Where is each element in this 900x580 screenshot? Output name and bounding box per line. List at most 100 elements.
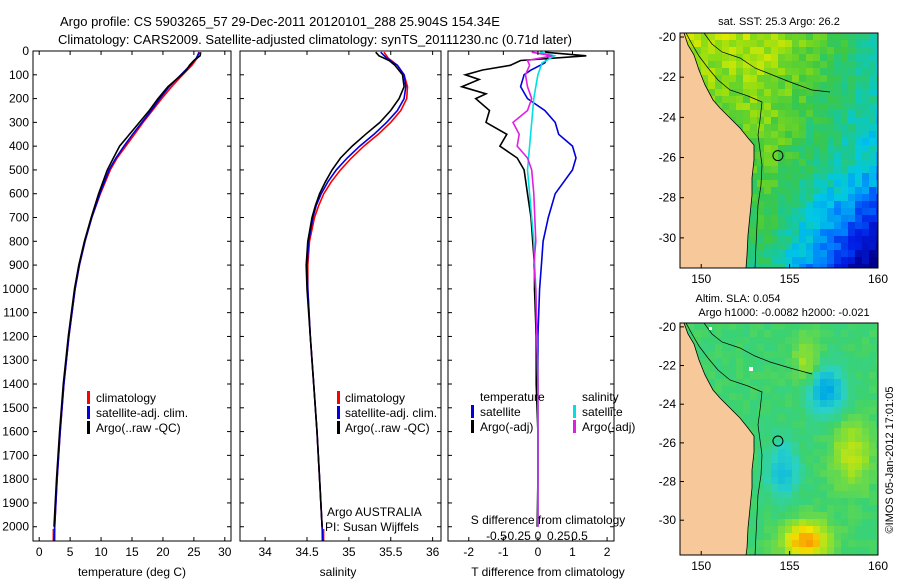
heatmap-cell [806, 257, 814, 265]
heatmap-cell [785, 117, 793, 125]
heatmap-cell [778, 456, 786, 464]
heatmap-cell [862, 547, 870, 555]
heatmap-cell [820, 61, 828, 69]
heatmap-cell [757, 75, 765, 83]
heatmap-cell [785, 372, 793, 380]
heatmap-cell [736, 323, 744, 331]
heatmap-cell [848, 187, 856, 195]
heatmap-cell [764, 456, 772, 464]
heatmap-cell [827, 117, 835, 125]
heatmap-cell [862, 484, 870, 492]
heatmap-cell [778, 463, 786, 471]
heatmap-cell [827, 519, 835, 527]
heatmap-cell [862, 103, 870, 111]
heatmap-cell [715, 47, 723, 55]
heatmap-cell [799, 533, 807, 541]
heatmap-cell [820, 201, 828, 209]
heatmap-cell [750, 180, 758, 188]
heatmap-cell [743, 393, 751, 401]
heatmap-cell [757, 323, 765, 331]
heatmap-cell [841, 152, 849, 160]
heatmap-cell [778, 344, 786, 352]
map-y-tick-label: -22 [659, 70, 677, 84]
heatmap-cell [806, 264, 814, 268]
heatmap-cell [841, 187, 849, 195]
sst-heatmap-cells [680, 33, 878, 268]
heatmap-cell [764, 547, 772, 555]
heatmap-cell [841, 33, 849, 41]
heatmap-cell [855, 124, 863, 132]
heatmap-cell [813, 358, 821, 366]
sst-map-body [680, 33, 878, 268]
heatmap-cell [841, 484, 849, 492]
heatmap-cell [799, 264, 807, 268]
heatmap-cell [771, 400, 779, 408]
heatmap-cell [750, 264, 758, 268]
y-tick-label: 200 [9, 92, 29, 106]
heatmap-cell [827, 344, 835, 352]
heatmap-cell [771, 103, 779, 111]
heatmap-cell [806, 54, 814, 62]
heatmap-cell [848, 442, 856, 450]
heatmap-cell [799, 428, 807, 436]
heatmap-cell [834, 166, 842, 174]
map-y-tick-label: -24 [659, 397, 677, 411]
heatmap-cell [841, 442, 849, 450]
heatmap-cell [799, 138, 807, 146]
heatmap-cell [813, 470, 821, 478]
heatmap-cell [778, 512, 786, 520]
heatmap-cell [743, 337, 751, 345]
heatmap-cell [876, 215, 878, 223]
heatmap-cell [862, 138, 870, 146]
heatmap-cell [862, 96, 870, 104]
heatmap-cell [764, 463, 772, 471]
heatmap-cell [806, 421, 814, 429]
heatmap-cell [771, 477, 779, 485]
heatmap-cell [820, 456, 828, 464]
heatmap-cell [764, 512, 772, 520]
heatmap-cell [855, 379, 863, 387]
heatmap-cell [764, 421, 772, 429]
heatmap-cell [820, 540, 828, 548]
heatmap-cell [820, 393, 828, 401]
heatmap-cell [855, 337, 863, 345]
heatmap-cell [708, 33, 716, 41]
heatmap-cell [764, 47, 772, 55]
heatmap-cell [876, 264, 878, 268]
heatmap-cell [806, 540, 814, 548]
heatmap-cell [869, 131, 877, 139]
small-island-2 [709, 327, 712, 330]
heatmap-cell [834, 33, 842, 41]
heatmap-cell [806, 145, 814, 153]
heatmap-cell [841, 330, 849, 338]
heatmap-cell [827, 222, 835, 230]
heatmap-cell [785, 166, 793, 174]
heatmap-cell [750, 54, 758, 62]
heatmap-cell [806, 222, 814, 230]
heatmap-cell [869, 103, 877, 111]
heatmap-cell [876, 449, 878, 457]
heatmap-cell [876, 365, 878, 373]
heatmap-cell [757, 82, 765, 90]
heatmap-cell [799, 337, 807, 345]
heatmap-cell [785, 222, 793, 230]
heatmap-cell [848, 40, 856, 48]
heatmap-cell [771, 491, 779, 499]
heatmap-cell [785, 103, 793, 111]
heatmap-cell [848, 166, 856, 174]
heatmap-cell [785, 379, 793, 387]
heatmap-cell [820, 323, 828, 331]
heatmap-cell [820, 222, 828, 230]
heatmap-cell [862, 166, 870, 174]
heatmap-cell [876, 47, 878, 55]
heatmap-cell [869, 526, 877, 534]
heatmap-cell [876, 379, 878, 387]
heatmap-cell [799, 194, 807, 202]
heatmap-cell [736, 386, 744, 394]
heatmap-cell [813, 257, 821, 265]
heatmap-cell [862, 47, 870, 55]
heatmap-cell [799, 124, 807, 132]
heatmap-cell [841, 201, 849, 209]
heatmap-cell [848, 82, 856, 90]
heatmap-cell [848, 250, 856, 258]
